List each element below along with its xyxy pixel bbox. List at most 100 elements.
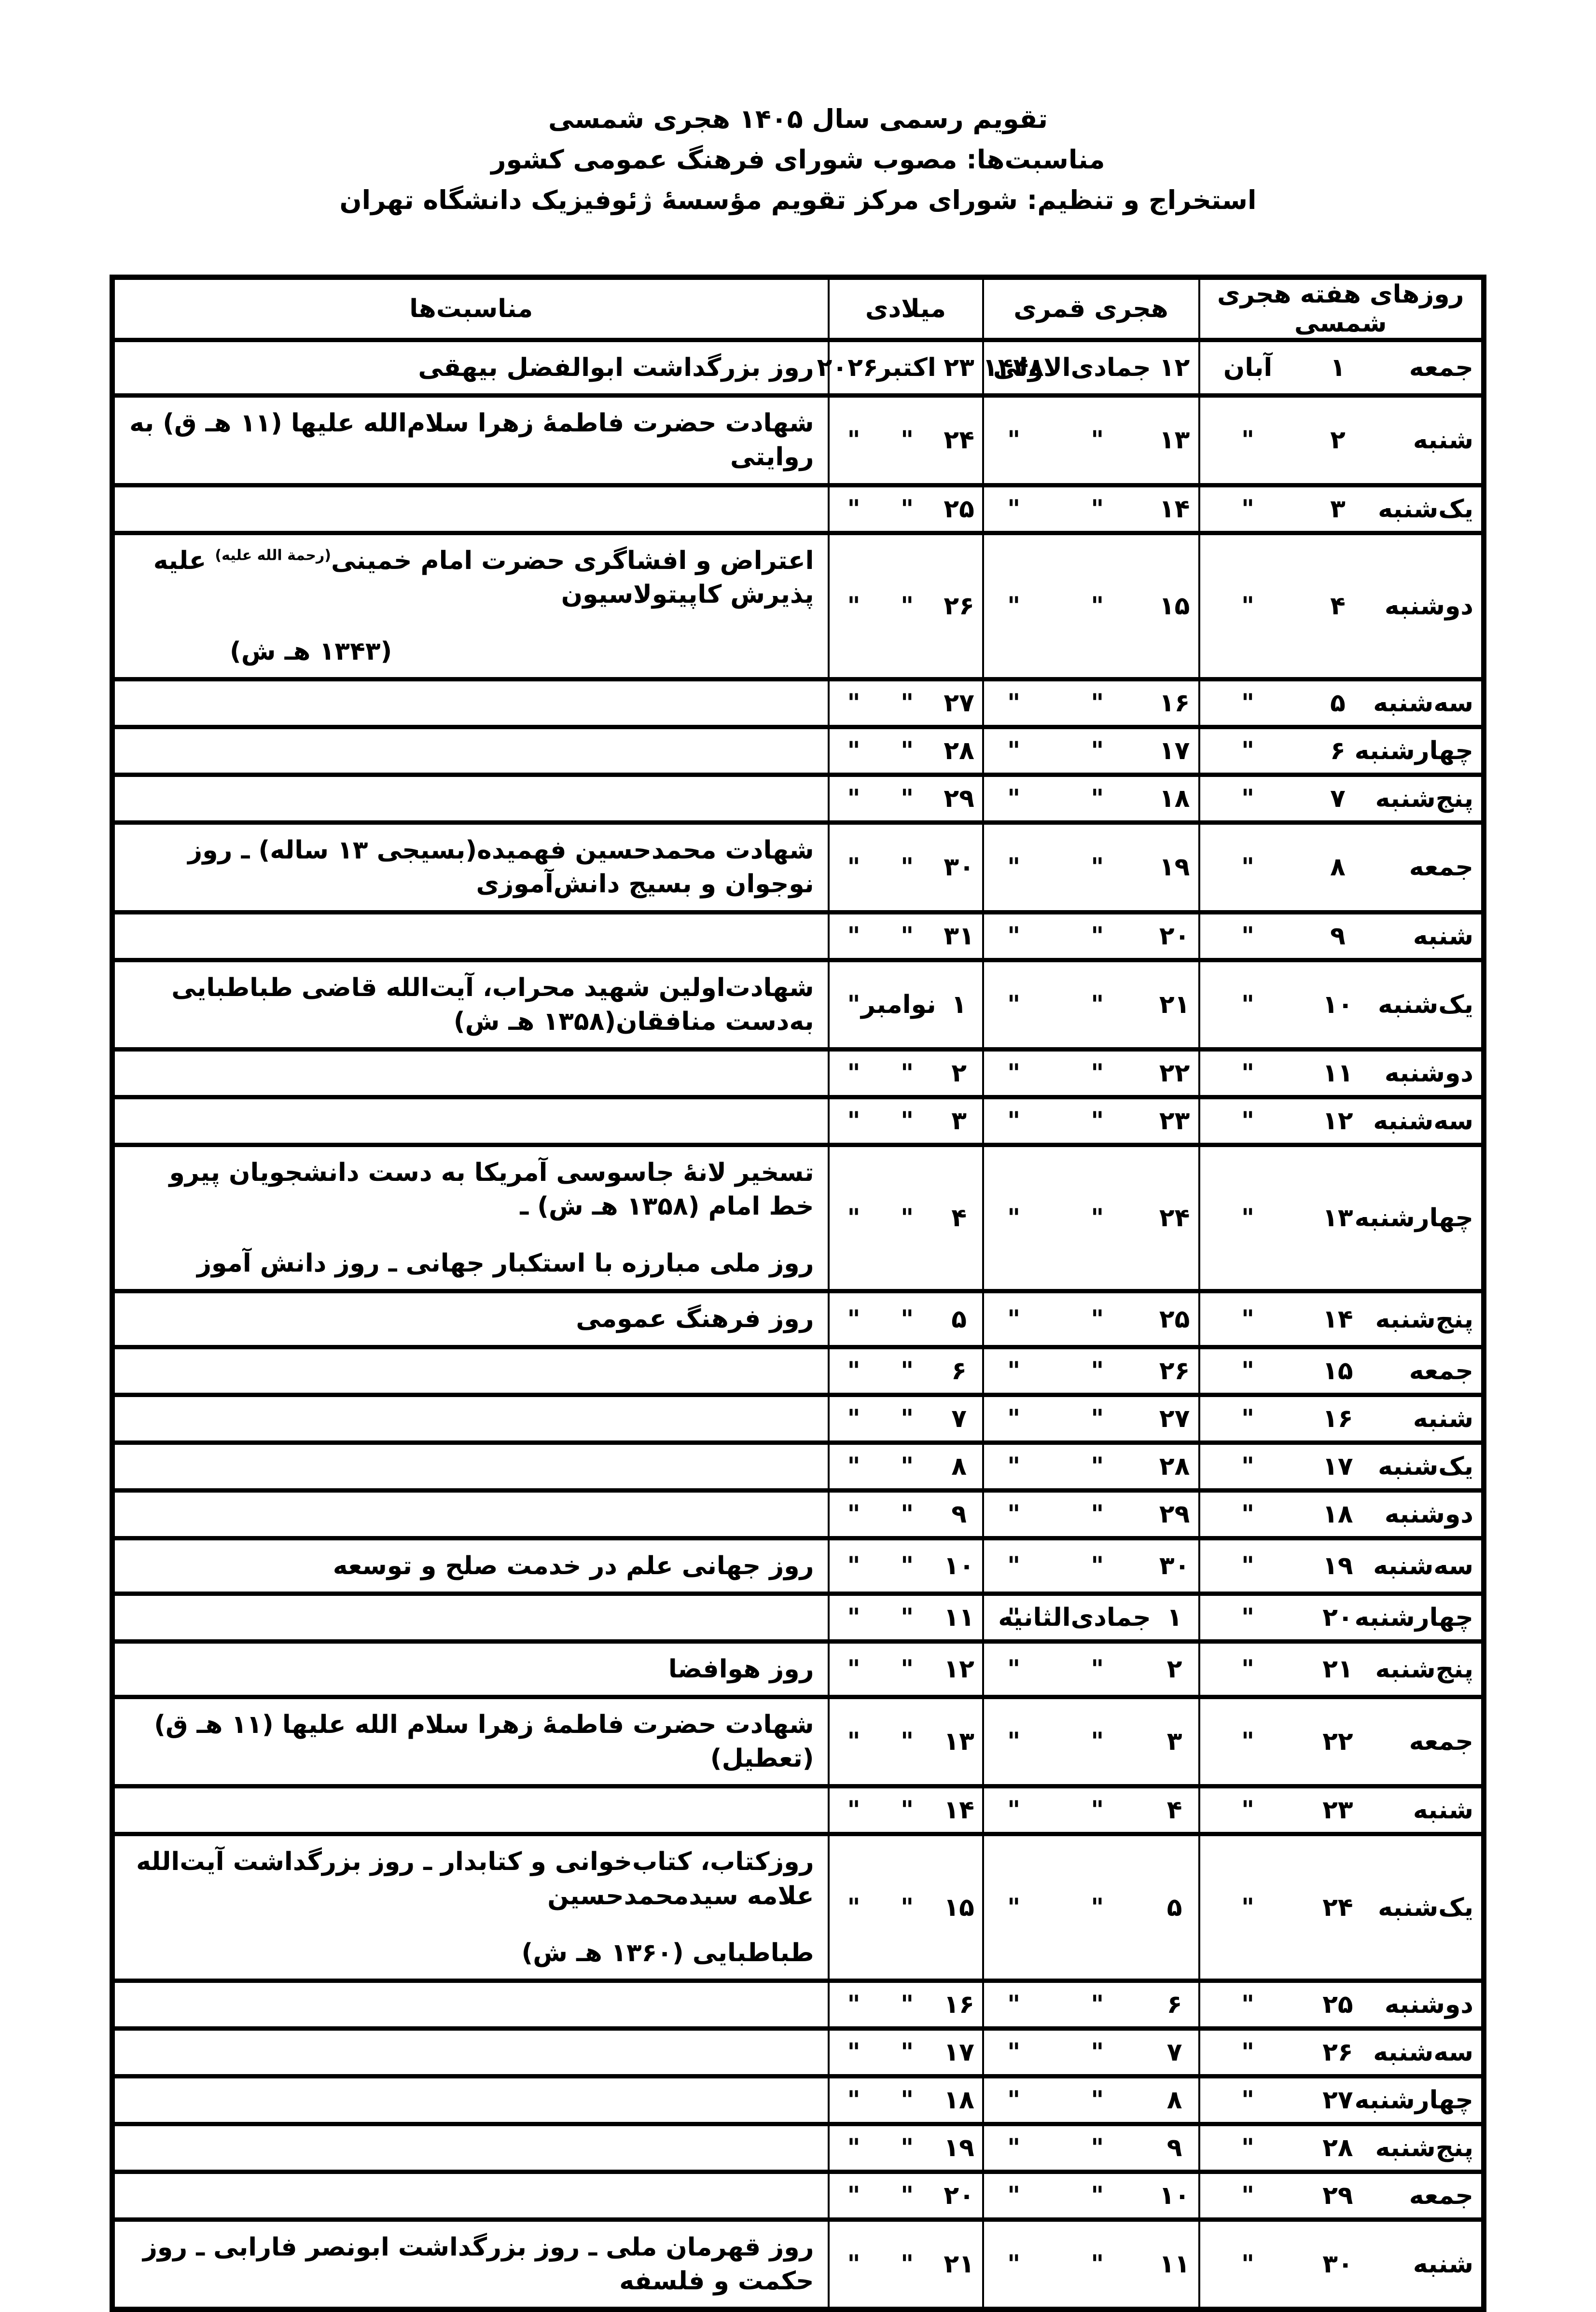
miladi-month: " xyxy=(901,921,914,951)
occasion-cell xyxy=(111,1978,830,2031)
subtitle-compiled-by: استخراج و تنظیم: شورای مرکز تقویم مؤسسهٔ… xyxy=(339,185,1257,215)
shamsi-month: " xyxy=(1241,1603,1255,1632)
qamari-day: ۲ xyxy=(1166,1654,1182,1684)
qamari-month: " xyxy=(1091,1452,1104,1481)
shamsi-day: ۵ xyxy=(1330,689,1346,718)
miladi-day: ۱۰ xyxy=(944,1551,974,1580)
weekday-shamsi-cell-content: سه‌شنبه ۵ " xyxy=(1200,689,1482,718)
miladi-day: ۱۵ xyxy=(944,1893,974,1922)
miladi-month: " xyxy=(901,2181,914,2210)
qamari-day: ۸ xyxy=(1166,2085,1182,2115)
shamsi-month: " xyxy=(1241,853,1255,882)
document-header: تقویم رسمی سال ۱۴۰۵ هجری شمسی مناسبت‌ها:… xyxy=(0,0,1596,221)
miladi-date-cell-content: ۴ " " xyxy=(830,1204,982,1232)
table-row: سه‌شنبه ۱۲ " ۲۳ " " ۳ " " xyxy=(111,1094,1485,1147)
occasion-cell xyxy=(111,677,830,730)
miladi-date-cell-content: ۳۱ " " xyxy=(830,922,982,951)
qamari-month: " xyxy=(1091,990,1104,1019)
shamsi-month: " xyxy=(1241,1404,1255,1433)
qamari-date-cell-content: ۲ " " xyxy=(984,1655,1198,1684)
miladi-date-cell: ۹ " " xyxy=(827,1488,984,1540)
qamari-date-cell-content: ۲۸ " " xyxy=(984,1452,1198,1481)
miladi-month: " xyxy=(901,1727,914,1757)
qamari-day: ۲۳ xyxy=(1159,1106,1190,1135)
qamari-month: " xyxy=(1091,1204,1104,1233)
qamari-month: " xyxy=(1091,1551,1104,1580)
miladi-month: " xyxy=(901,1499,914,1529)
qamari-day: ۲۸ xyxy=(1159,1452,1190,1481)
qamari-date-cell: ۱۳ " " xyxy=(982,393,1200,487)
occasion-cell xyxy=(111,1440,830,1493)
occasion-cell: شهادت محمدحسین فهمیده(بسیجی ۱۳ ساله) ـ ر… xyxy=(111,820,830,914)
shamsi-month: " xyxy=(1241,1058,1255,1088)
occasion-cell xyxy=(111,1591,830,1644)
weekday-shamsi-cell-content: سه‌شنبه ۲۶ " xyxy=(1200,2038,1482,2067)
qamari-date-cell-content: ۱ جمادی‌الثانیه " xyxy=(984,1603,1198,1632)
miladi-date-cell: ۲۵ " " xyxy=(827,483,984,535)
shamsi-month: " xyxy=(1241,2181,1255,2210)
miladi-date-cell-content: ۲۹ " " xyxy=(830,784,982,813)
table-row: شنبه ۲۳ " ۴ " " ۱۴ " " xyxy=(111,1784,1485,1837)
qamari-month: جمادی‌الثانیه xyxy=(998,1603,1151,1632)
weekday-shamsi-cell-content: سه‌شنبه ۱۹ " xyxy=(1200,1551,1482,1580)
shamsi-day: ۲۱ xyxy=(1322,1654,1353,1684)
miladi-month: " xyxy=(901,1204,914,1233)
miladi-date-cell-content: ۹ " " xyxy=(830,1500,982,1529)
table-row: پنج‌شنبه ۷ " ۱۸ " " ۲۹ " " xyxy=(111,773,1485,825)
occasion-cell xyxy=(111,1094,830,1147)
miladi-date-cell-content: ۱۵ " " xyxy=(830,1893,982,1922)
miladi-date-cell: ۲۷ " " xyxy=(827,677,984,730)
qamari-day: ۳۰ xyxy=(1159,1551,1190,1580)
shamsi-day: ۱۶ xyxy=(1322,1404,1353,1433)
table-row: پنج‌شنبه ۱۴ " ۲۵ " " ۵ " " روز فرهنگ عمومی xyxy=(111,1289,1485,1349)
shamsi-month: " xyxy=(1241,426,1255,455)
qamari-day: ۴ xyxy=(1166,1796,1182,1825)
shamsi-month: " xyxy=(1241,1106,1255,1135)
qamari-year: " xyxy=(1007,2085,1021,2115)
weekday-name: پنج‌شنبه xyxy=(1375,1304,1473,1334)
shamsi-month: " xyxy=(1241,2037,1255,2067)
qamari-month: " xyxy=(1091,2250,1104,2279)
weekday-shamsi-cell: چهارشنبه ۲۰ " xyxy=(1198,1591,1485,1644)
shamsi-day: ۳ xyxy=(1330,494,1346,524)
weekday-shamsi-cell-content: یک‌شنبه ۲۴ " xyxy=(1200,1893,1482,1922)
occasion-cell: روز هوافضا xyxy=(111,1639,830,1700)
qamari-month: " xyxy=(1091,1893,1104,1922)
shamsi-day: ۱۵ xyxy=(1322,1356,1353,1385)
miladi-year: " xyxy=(847,1106,860,1135)
miladi-month: " xyxy=(901,784,914,814)
miladi-date-cell: ۱۶ " " xyxy=(827,1978,984,2031)
miladi-day: ۲۴ xyxy=(944,426,974,455)
qamari-month: جمادی‌الاولی xyxy=(993,353,1151,383)
shamsi-month: " xyxy=(1241,921,1255,951)
qamari-year: " xyxy=(1007,591,1021,621)
shamsi-month: " xyxy=(1241,1654,1255,1684)
occasion-line: روزکتاب، کتاب‌خوانی و کتابدار ـ روز بزرگ… xyxy=(136,1847,814,1911)
miladi-month: " xyxy=(901,1654,914,1684)
weekday-shamsi-cell-content: یک‌شنبه ۱۷ " xyxy=(1200,1452,1482,1481)
miladi-month: نوامبر xyxy=(860,990,936,1019)
miladi-year: " xyxy=(847,2133,860,2162)
weekday-shamsi-cell: چهارشنبه ۶ " xyxy=(1198,725,1485,777)
weekday-name: پنج‌شنبه xyxy=(1375,784,1473,814)
occasion-line: شهادت‌اولین شهید محراب، آیت‌الله قاضی طب… xyxy=(171,973,814,1036)
qamari-date-cell-content: ۸ " " xyxy=(984,2086,1198,2115)
miladi-year: " xyxy=(847,1893,860,1922)
miladi-day: ۲۸ xyxy=(944,736,974,766)
weekday-shamsi-cell-content: پنج‌شنبه ۱۴ " xyxy=(1200,1305,1482,1334)
miladi-month: " xyxy=(901,1058,914,1088)
table-row: چهارشنبه ۲۷ " ۸ " " ۱۸ " " xyxy=(111,2074,1485,2126)
table-row: جمعه ۱۵ " ۲۶ " " ۶ " " xyxy=(111,1344,1485,1397)
miladi-date-cell: ۵ " " xyxy=(827,1289,984,1349)
occasion-cell xyxy=(111,483,830,535)
weekday-name: شنبه xyxy=(1413,426,1473,455)
qamari-year: " xyxy=(1007,1452,1021,1481)
occasion-line: روز فرهنگ عمومی xyxy=(576,1304,814,1334)
qamari-day: ۱۳ xyxy=(1159,426,1190,455)
shamsi-day: ۲۰ xyxy=(1322,1603,1353,1632)
weekday-shamsi-cell-content: پنج‌شنبه ۲۱ " xyxy=(1200,1655,1482,1684)
miladi-month: " xyxy=(901,1106,914,1135)
page-title: تقویم رسمی سال ۱۴۰۵ هجری شمسی xyxy=(548,104,1048,134)
qamari-date-cell: ۲۰ " " xyxy=(982,910,1200,962)
occasion-line: تسخیر لانهٔ جاسوسی آمریکا به دست دانشجوی… xyxy=(169,1158,814,1221)
